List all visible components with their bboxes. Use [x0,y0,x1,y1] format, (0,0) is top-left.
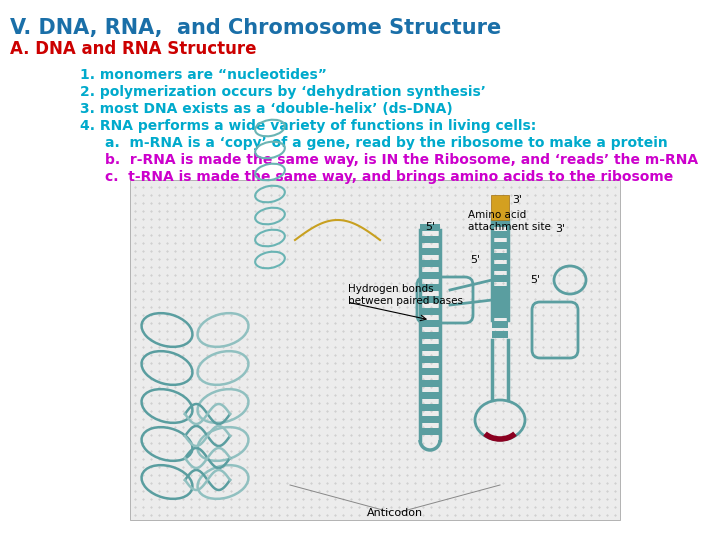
Bar [420,224,440,231]
Text: 3. most DNA exists as a ‘double-helix’ (ds-DNA): 3. most DNA exists as a ‘double-helix’ (… [80,102,453,116]
Bar [492,291,508,298]
Bar [420,296,440,303]
Bar [420,320,440,327]
Text: 3': 3' [512,195,522,205]
Bar [492,308,508,315]
Bar [492,220,508,227]
Bar [420,284,440,291]
Text: 2. polymerization occurs by ‘dehydration synthesis’: 2. polymerization occurs by ‘dehydration… [80,85,486,99]
Bar [420,356,440,363]
Text: Anticodon: Anticodon [367,508,423,518]
Bar [420,404,440,411]
Text: a.  m-RNA is a ‘copy’ of a gene, read by the ribosome to make a protein: a. m-RNA is a ‘copy’ of a gene, read by … [105,136,667,150]
Bar [420,332,440,339]
Bar [420,272,440,279]
Bar [492,231,508,238]
Bar [492,321,508,328]
Bar [492,264,508,271]
Bar [492,275,508,282]
Bar [492,297,508,304]
Bar [420,248,440,255]
Text: c.  t-RNA is made the same way, and brings amino acids to the ribosome: c. t-RNA is made the same way, and bring… [105,170,673,184]
Bar [420,428,440,435]
Bar [492,311,508,318]
Text: b.  r-RNA is made the same way, is IN the Ribosome, and ‘reads’ the m-RNA: b. r-RNA is made the same way, is IN the… [105,153,698,167]
Bar [492,301,508,308]
Bar [420,392,440,399]
Bar [420,308,440,315]
Bar [420,368,440,375]
Text: A. DNA and RNA Structure: A. DNA and RNA Structure [10,40,256,58]
Bar [492,331,508,338]
Text: 5': 5' [470,255,480,265]
Text: 4. RNA performs a wide variety of functions in living cells:: 4. RNA performs a wide variety of functi… [80,119,536,133]
Text: 1. monomers are “nucleotides”: 1. monomers are “nucleotides” [80,68,327,82]
Bar [492,253,508,260]
Bar [492,242,508,249]
Text: Hydrogen bonds
between paired bases: Hydrogen bonds between paired bases [348,284,463,306]
Text: Amino acid
attachment site: Amino acid attachment site [468,210,551,232]
Text: 5': 5' [425,222,435,232]
Bar [420,260,440,267]
Bar [130,180,620,520]
Bar [420,344,440,351]
Bar [492,286,508,293]
Bar [420,236,440,243]
Text: 3': 3' [555,224,565,234]
Text: V. DNA, RNA,  and Chromosome Structure: V. DNA, RNA, and Chromosome Structure [10,18,501,38]
Bar [420,416,440,423]
Text: 5': 5' [530,275,540,285]
Bar [420,380,440,387]
Bar [491,195,509,220]
